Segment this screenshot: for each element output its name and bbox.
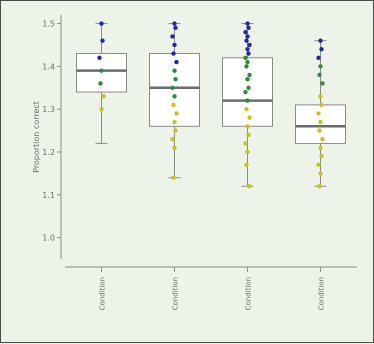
data-point — [170, 34, 175, 39]
x-tick-label: Condition — [172, 277, 180, 310]
data-point — [246, 85, 251, 90]
data-point — [317, 184, 322, 189]
data-point — [172, 94, 177, 99]
data-point — [317, 72, 322, 78]
data-point — [101, 94, 106, 99]
data-point — [247, 115, 252, 120]
y-axis-title: Proportion correct — [32, 101, 41, 173]
data-point — [99, 21, 104, 26]
y-axis: 1.0 1.1 1.2 1.3 1.4 1.5 — [42, 15, 62, 259]
data-point — [243, 89, 248, 95]
points-layer — [97, 21, 325, 189]
data-point — [245, 34, 250, 39]
x-tick-label: Condition — [99, 277, 107, 310]
data-point — [320, 136, 325, 142]
data-point — [99, 68, 104, 73]
data-point — [173, 77, 178, 82]
data-point — [172, 68, 177, 73]
data-point — [319, 102, 324, 108]
x-tick-label: Condition — [318, 277, 326, 310]
data-point — [319, 47, 324, 52]
data-point — [316, 111, 321, 116]
data-point — [172, 145, 177, 150]
data-point — [173, 128, 178, 133]
data-point — [245, 77, 250, 82]
data-point — [247, 42, 252, 48]
y-tick-label: 1.1 — [42, 191, 55, 200]
data-point — [318, 64, 323, 69]
data-point — [171, 51, 176, 56]
x-tick-label: Condition — [245, 277, 253, 310]
data-point — [316, 55, 321, 61]
data-point — [246, 132, 251, 138]
y-tick-label: 1.4 — [42, 62, 55, 71]
box-group — [149, 23, 200, 179]
data-point — [99, 106, 104, 112]
y-tick-label: 1.5 — [42, 20, 55, 29]
data-point — [174, 59, 179, 65]
box-iqr — [149, 53, 200, 127]
y-tick-label: 1.3 — [42, 105, 55, 114]
data-point — [172, 119, 177, 125]
data-point — [171, 175, 176, 180]
data-point — [245, 124, 250, 129]
data-point — [170, 85, 175, 90]
data-point — [245, 21, 250, 26]
data-point — [318, 38, 323, 43]
data-point — [319, 154, 324, 159]
data-point — [317, 128, 322, 133]
data-point — [100, 38, 105, 43]
data-point — [245, 149, 250, 155]
boxes-layer — [76, 23, 346, 187]
x-axis: Condition Condition Condition Condition — [65, 266, 357, 310]
data-point — [246, 51, 251, 56]
data-point — [247, 72, 252, 78]
data-point — [97, 55, 102, 61]
data-point — [243, 29, 248, 35]
data-point — [245, 47, 250, 52]
data-point — [318, 171, 323, 176]
data-point — [172, 21, 177, 26]
data-point — [320, 81, 325, 86]
data-point — [247, 184, 252, 189]
data-point — [244, 38, 249, 43]
data-point — [244, 106, 249, 112]
data-point — [318, 94, 323, 99]
data-point — [243, 55, 248, 61]
data-point — [98, 81, 103, 86]
data-point — [245, 98, 250, 103]
box-group — [295, 40, 346, 187]
data-point — [173, 25, 178, 31]
data-point — [318, 145, 323, 150]
y-tick-label: 1.0 — [42, 234, 55, 243]
data-point — [243, 141, 248, 146]
data-point — [170, 136, 175, 142]
data-point — [245, 59, 250, 65]
data-point — [174, 111, 179, 116]
data-point — [318, 119, 323, 125]
data-point — [244, 64, 249, 69]
data-point — [172, 42, 177, 48]
data-point — [171, 102, 176, 108]
data-point — [316, 162, 321, 168]
data-point — [244, 162, 249, 168]
y-tick-label: 1.2 — [42, 148, 55, 157]
data-point — [246, 25, 251, 31]
